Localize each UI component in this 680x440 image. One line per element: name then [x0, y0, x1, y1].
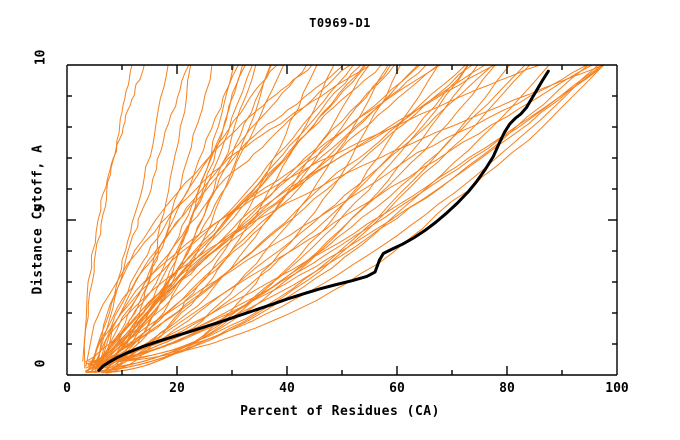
x-tick-label: 100 [605, 381, 629, 396]
x-tick-label: 40 [279, 381, 295, 396]
prediction-curve [97, 64, 541, 373]
prediction-curve [90, 64, 285, 364]
prediction-curve [104, 64, 439, 367]
prediction-curve [95, 64, 362, 367]
prediction-curve [100, 64, 278, 362]
prediction-curve [105, 64, 344, 362]
reference-curve [97, 69, 550, 372]
prediction-curve [103, 64, 439, 373]
prediction-curve [87, 64, 589, 366]
prediction-curve [93, 64, 307, 360]
prediction-curve [101, 64, 466, 365]
axis-frame [66, 64, 618, 376]
y-tick-label: 5 [33, 204, 49, 213]
prediction-curve [85, 64, 371, 368]
prediction-curve [106, 64, 494, 371]
chart-title: T0969-D1 [309, 16, 371, 30]
prediction-curve [107, 64, 593, 373]
prediction-curve [96, 64, 313, 373]
prediction-curve [99, 64, 421, 364]
prediction-curve [88, 64, 496, 362]
prediction-curve [85, 64, 169, 373]
prediction-curve [107, 64, 599, 362]
prediction-curve [82, 64, 145, 362]
prediction-curve [101, 64, 367, 365]
x-tick-label: 0 [63, 381, 71, 396]
prediction-curve [86, 64, 550, 374]
x-tick-label: 80 [499, 381, 515, 396]
prediction-curve [101, 64, 272, 365]
prediction-curve [99, 64, 351, 367]
x-tick-label: 60 [389, 381, 405, 396]
prediction-curve [94, 64, 190, 371]
prediction-curves-group [82, 64, 605, 374]
prediction-curve [103, 64, 603, 362]
y-tick-label: 0 [33, 359, 49, 368]
prediction-curve [85, 64, 246, 369]
prediction-curve [87, 64, 271, 373]
prediction-curve [90, 64, 395, 373]
prediction-curve [105, 64, 419, 362]
prediction-curve [95, 64, 495, 371]
x-axis-label: Percent of Residues (CA) [240, 404, 440, 419]
prediction-curve [83, 64, 133, 369]
prediction-curve [90, 64, 604, 373]
prediction-curve [97, 64, 392, 364]
x-tick-label: 20 [169, 381, 185, 396]
y-tick-label: 10 [33, 49, 49, 66]
